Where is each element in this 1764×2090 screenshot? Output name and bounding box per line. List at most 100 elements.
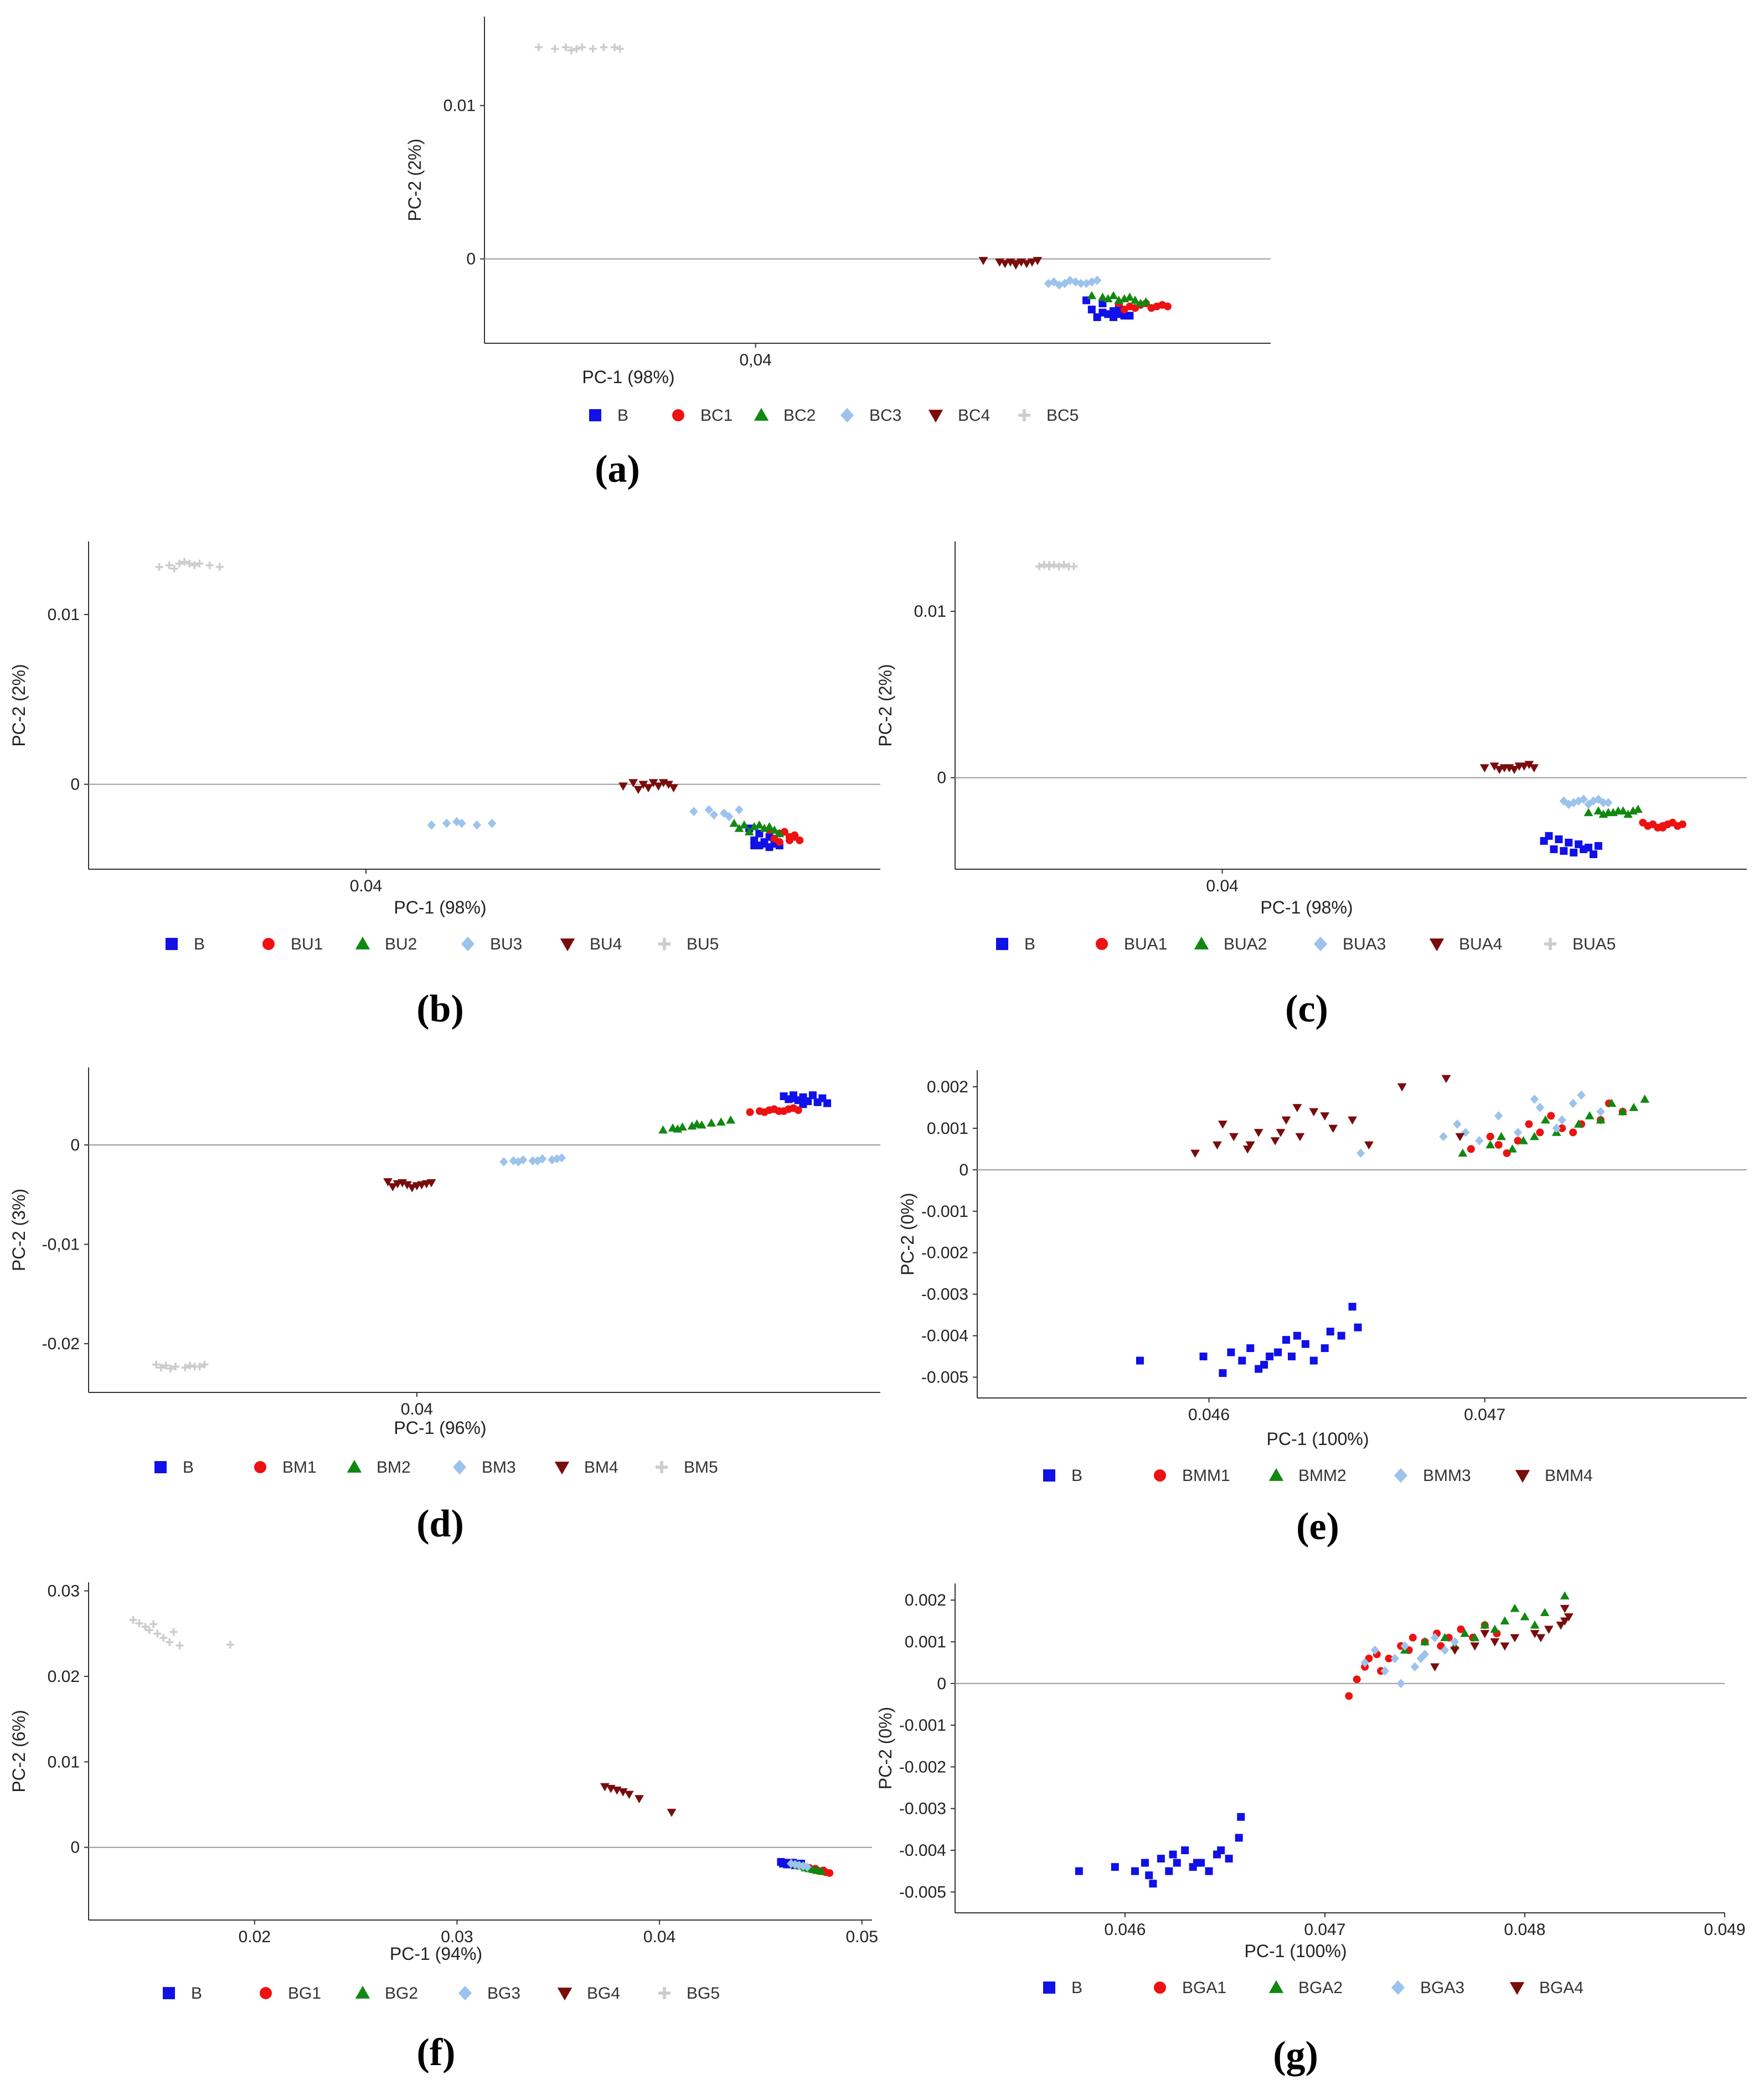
series-BC3 [1044, 276, 1102, 290]
data-point [648, 779, 658, 787]
series-BGA4 [1430, 1604, 1574, 1672]
data-point [719, 808, 729, 818]
data-point [1569, 798, 1578, 808]
data-point [1141, 1859, 1149, 1867]
legend-marker-bua2 [1194, 936, 1209, 949]
legend-label: BU1 [291, 935, 323, 953]
data-point [780, 828, 788, 836]
x-tick-label: 0.04 [1206, 877, 1238, 895]
data-point [1218, 1121, 1227, 1129]
y-tick-label: 0.002 [927, 1078, 968, 1096]
data-point [1550, 845, 1558, 853]
data-point [1165, 1867, 1173, 1875]
y-tick-label: 0.001 [905, 1633, 946, 1651]
data-point [567, 46, 575, 54]
data-point [1145, 1871, 1153, 1880]
data-point [1153, 302, 1161, 311]
data-point [1111, 1863, 1119, 1871]
data-point [813, 1098, 822, 1106]
legend-label: B [194, 935, 205, 953]
data-point [561, 43, 570, 51]
legend-marker-bc5 [1018, 409, 1030, 421]
legend-marker-bm1 [254, 1461, 266, 1473]
y-tick-label: -0.004 [899, 1841, 946, 1860]
legend-label: B [1071, 1467, 1082, 1485]
data-point [1281, 1116, 1291, 1125]
legend-label: BM2 [376, 1458, 411, 1477]
x-tick-label: 0.04 [401, 1400, 433, 1418]
data-point [1225, 1855, 1233, 1863]
data-point [383, 1178, 393, 1186]
data-point [1397, 1083, 1407, 1092]
data-point [1457, 1625, 1465, 1633]
legend-label: BUA4 [1459, 935, 1502, 953]
legend-label: BC5 [1046, 406, 1079, 425]
series-BG5 [129, 1616, 234, 1650]
data-point [1494, 1141, 1503, 1149]
data-point [1254, 1129, 1263, 1137]
data-point [1589, 850, 1597, 858]
data-point [167, 1364, 175, 1372]
legend-marker-b [996, 938, 1008, 950]
y-tick-label: 0 [937, 769, 946, 787]
data-point [171, 1363, 179, 1371]
data-point [1420, 1637, 1430, 1645]
data-point [1458, 1148, 1468, 1157]
legend-label: BMM4 [1545, 1467, 1593, 1485]
series-BUA4 [1479, 761, 1539, 775]
data-point [1219, 1369, 1227, 1377]
legend-marker-bu5 [658, 938, 670, 950]
y-axis-label: PC-2 (2%) [9, 664, 29, 746]
data-point [716, 1117, 726, 1126]
data-point [618, 1788, 628, 1797]
legend-label: BUA1 [1124, 935, 1167, 953]
chart-panel-2: 0.01 0 0.04 PC-1 (98%) PC-2 (2%) B BU1 BU2 BU3 BU… [9, 541, 880, 1030]
y-tick-label: 0 [466, 250, 476, 269]
data-point [1287, 1353, 1296, 1361]
x-tick-label: 0.03 [441, 1928, 473, 1946]
data-point [1022, 260, 1031, 269]
series-B [780, 1091, 832, 1108]
series-BM5 [152, 1360, 209, 1372]
data-point [1237, 1813, 1245, 1821]
data-point [1520, 1612, 1530, 1621]
data-point [628, 779, 638, 787]
data-point [162, 1361, 170, 1370]
legend-marker-bc4 [928, 410, 943, 423]
data-point [1510, 1634, 1520, 1643]
data-point [1585, 1111, 1595, 1119]
data-point [1486, 1132, 1494, 1141]
data-point [1098, 308, 1107, 317]
data-point [1618, 1107, 1628, 1116]
data-point [1557, 1115, 1566, 1125]
data-point [1536, 1128, 1544, 1137]
data-point [1475, 1136, 1484, 1145]
data-point [1598, 809, 1608, 818]
data-point [704, 805, 714, 815]
data-point [744, 827, 754, 835]
data-point [826, 1869, 834, 1877]
data-point [1103, 294, 1113, 302]
data-point [775, 829, 785, 837]
x-axis-label: PC-1 (100%) [1245, 1941, 1347, 1961]
y-axis-label: PC-2 (2%) [405, 138, 425, 221]
data-point [152, 1360, 161, 1369]
chart-panel-6: 0.03 0.02 0.01 0 0.02 0.03 0.04 0.05 PC-1 (94%) P… [9, 1582, 878, 2074]
y-tick-label: -0.02 [42, 1335, 80, 1353]
data-point [1569, 1128, 1577, 1137]
x-tick-label: 0.049 [1704, 1921, 1745, 1939]
y-tick-label: -0.001 [899, 1716, 946, 1735]
legend-marker-bua1 [1096, 938, 1108, 950]
data-point [1556, 1622, 1566, 1630]
data-point [185, 559, 194, 567]
y-axis-label: PC-2 (0%) [875, 1707, 895, 1789]
series-BUA2 [1584, 804, 1643, 818]
series-B [1075, 1813, 1245, 1888]
legend-label: BU5 [687, 935, 719, 953]
legend-label: BG3 [487, 1984, 520, 2003]
legend-label: BC4 [958, 406, 990, 425]
chart-panel-3: 0.01 0 0.04 PC-1 (98%) PC-2 (2%) B BUA1 BUA2 BUA… [875, 541, 1747, 1030]
x-tick-label: 0.046 [1104, 1921, 1146, 1939]
data-point [1274, 1348, 1282, 1356]
